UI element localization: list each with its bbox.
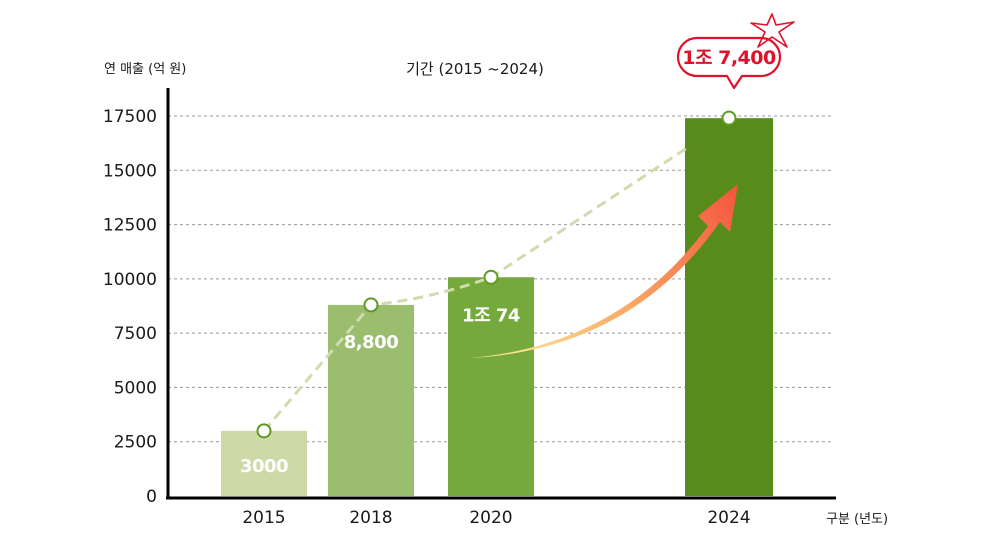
y-axis-title: 연 매출 (억 원) xyxy=(104,62,186,77)
y-tick-label: 7500 xyxy=(114,324,157,344)
data-label-2018: 8,800 xyxy=(344,332,398,353)
y-tick-labels: 0 2500 5000 7500 10000 12500 15000 17500 xyxy=(103,107,157,507)
y-tick-label: 17500 xyxy=(103,107,157,127)
x-tick-label: 2015 xyxy=(242,508,285,528)
y-tick-label: 0 xyxy=(146,487,157,507)
x-axis-title: 구분 (년도) xyxy=(826,512,888,527)
data-labels: 3000 8,800 1조 74 xyxy=(240,305,521,477)
y-tick-label: 15000 xyxy=(103,161,157,181)
chart-title: 기간 (2015 ~2024) xyxy=(406,60,544,78)
data-label-2015: 3000 xyxy=(240,456,288,477)
y-tick-label: 5000 xyxy=(114,378,157,398)
point-2020 xyxy=(483,269,499,285)
callout-bubble xyxy=(676,36,782,90)
bars xyxy=(221,118,773,497)
x-tick-label: 2024 xyxy=(707,508,750,528)
growth-arrow xyxy=(470,184,738,358)
x-tick-label: 2018 xyxy=(349,508,392,528)
bar-2024 xyxy=(685,118,773,497)
bar-2020 xyxy=(448,277,534,496)
y-tick-label: 10000 xyxy=(103,270,157,290)
point-2015 xyxy=(256,423,272,439)
highlight-callout: 1조 7,400 xyxy=(676,13,795,90)
point-2018 xyxy=(363,297,379,313)
star-icon xyxy=(750,13,795,48)
bar-2018 xyxy=(328,304,414,496)
trend-line xyxy=(256,110,737,439)
data-label-2020: 1조 74 xyxy=(462,305,520,326)
bar-2015 xyxy=(221,430,307,496)
x-tick-label: 2020 xyxy=(469,508,512,528)
callout-text: 1조 7,400 xyxy=(682,47,776,69)
y-tick-label: 12500 xyxy=(103,216,157,236)
point-2024 xyxy=(721,110,737,126)
x-tick-labels: 2015 2018 2020 2024 xyxy=(242,508,750,528)
y-tick-label: 2500 xyxy=(114,433,157,453)
